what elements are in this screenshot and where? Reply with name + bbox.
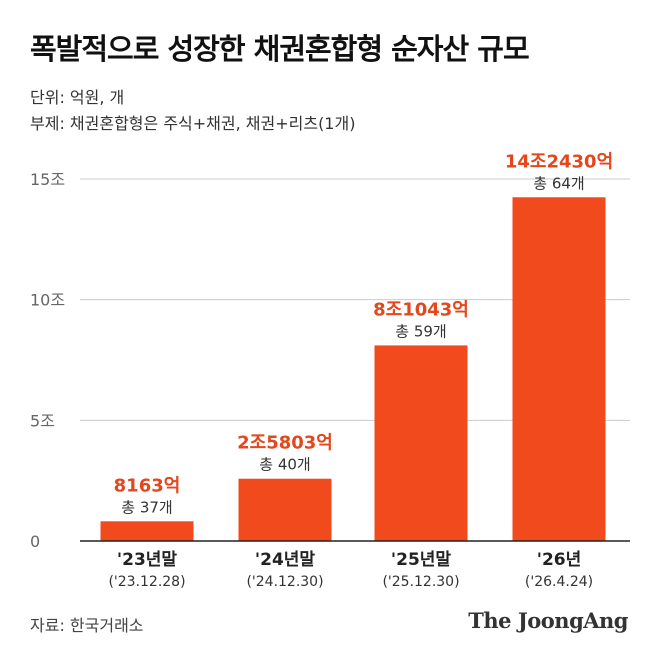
x-tick-label: '26년 (537, 550, 582, 570)
bar (512, 197, 606, 542)
subtitle-note: 부제: 채권혼합형은 주식+채권, 채권+리츠(1개) (30, 114, 356, 133)
bar (238, 478, 332, 541)
unit-note: 단위: 억원, 개 (30, 88, 125, 107)
chart-title: 폭발적으로 성장한 채권혼합형 순자산 규모 (30, 32, 530, 66)
x-date-label: ('24.12.30) (246, 574, 323, 590)
value-label: 8163억 (114, 475, 181, 496)
x-tick-label: '25년말 (391, 549, 452, 570)
value-label: 2조5803억 (237, 433, 333, 454)
x-date-label: ('23.12.28) (108, 574, 185, 590)
y-tick-label: 0 (30, 532, 40, 551)
count-label: 총 64개 (533, 174, 584, 192)
x-tick-label: '24년말 (255, 549, 316, 570)
y-tick-label: 15조 (30, 170, 65, 189)
value-label: 14조2430억 (505, 151, 613, 172)
count-label: 총 37개 (121, 498, 172, 516)
y-tick-label: 5조 (30, 411, 55, 430)
x-date-label: ('26.4.24) (525, 574, 593, 590)
x-date-label: ('25.12.30) (382, 574, 459, 590)
x-tick-label: '23년말 (117, 549, 178, 570)
bar (100, 521, 194, 541)
count-label: 총 59개 (395, 322, 446, 340)
publisher-logo: The JoongAng (468, 608, 628, 633)
count-label: 총 40개 (259, 456, 310, 474)
y-tick-label: 10조 (30, 291, 65, 310)
value-label: 8조1043억 (373, 299, 469, 320)
source-note: 자료: 한국거래소 (30, 616, 144, 635)
bar (374, 345, 468, 541)
